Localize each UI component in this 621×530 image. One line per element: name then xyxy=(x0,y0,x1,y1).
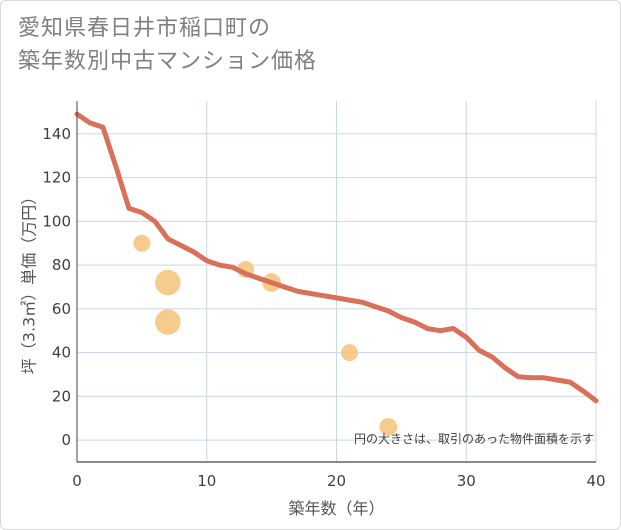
tick-labels: 0 10 20 30 40 0 20 40 60 80 100 120 140 xyxy=(42,125,605,490)
axes xyxy=(76,101,596,463)
x-tick-label: 0 xyxy=(72,472,82,490)
bubble-point-3 xyxy=(155,309,181,335)
chart-title-line2: 築年数別中古マンション価格 xyxy=(18,49,318,74)
y-tick-label: 40 xyxy=(52,344,71,362)
x-tick-label: 10 xyxy=(197,472,216,490)
y-tick-label: 60 xyxy=(52,300,71,318)
y-axis-label: 坪（3.3㎡）単価（万円） xyxy=(20,189,39,374)
price-trend-line xyxy=(74,111,599,404)
bubble-point-7 xyxy=(379,418,398,436)
y-tick-label: 80 xyxy=(52,256,71,274)
bubble-point-2 xyxy=(155,269,181,296)
chart-title-line1: 愛知県春日井市稲口町の xyxy=(18,16,272,41)
y-tick-label: 0 xyxy=(61,431,71,449)
size-note: 円の大きさは、取引のあった物件面積を示す xyxy=(354,431,594,446)
x-tick-label: 30 xyxy=(457,472,476,490)
bubble-point-6 xyxy=(340,344,358,362)
x-tick-label: 20 xyxy=(327,472,346,490)
y-tick-label: 120 xyxy=(42,169,71,187)
y-tick-label: 100 xyxy=(42,212,71,230)
chart-title: 愛知県春日井市稲口町の 築年数別中古マンション価格 xyxy=(18,12,317,78)
x-axis-label: 築年数（年） xyxy=(288,499,384,518)
x-tick-label: 40 xyxy=(586,472,605,490)
y-tick-label: 140 xyxy=(42,125,71,143)
bubble-point-1 xyxy=(133,234,151,252)
y-tick-label: 20 xyxy=(52,387,71,405)
